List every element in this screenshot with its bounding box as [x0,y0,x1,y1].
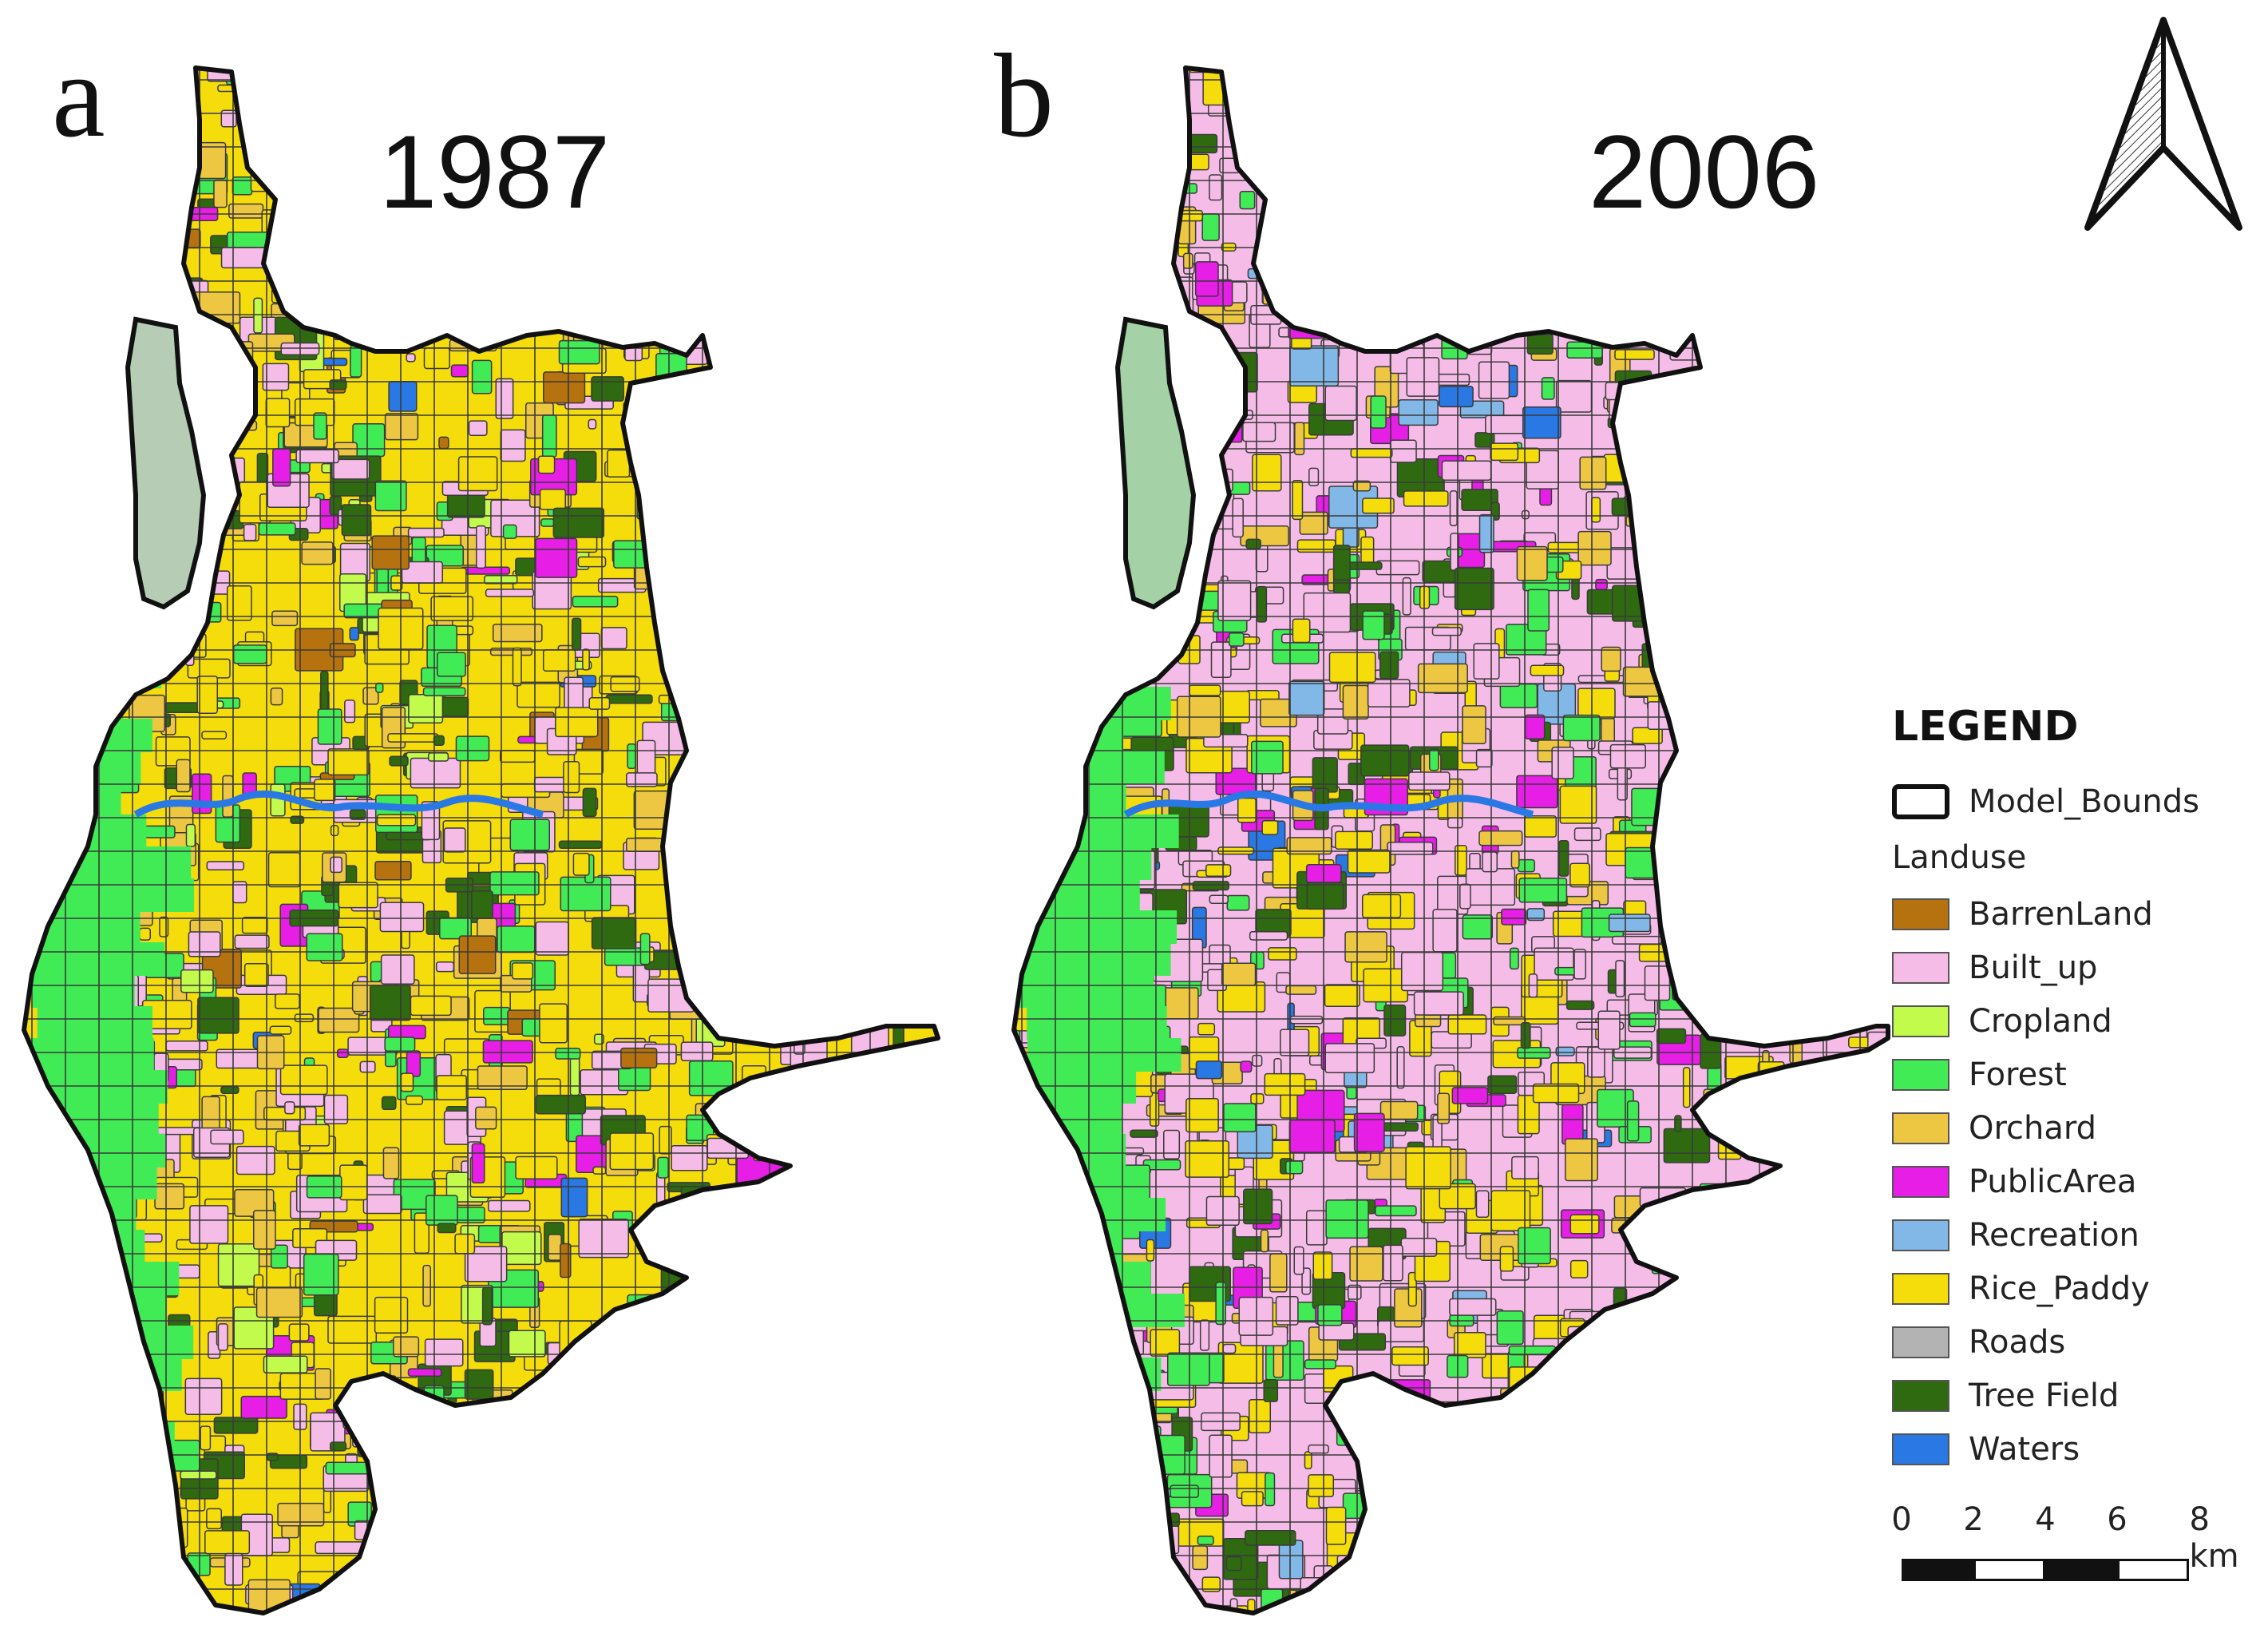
scale-seg-4 [2117,1559,2189,1581]
legend-label: PublicArea [1969,1163,2136,1200]
legend-swatch [1892,1059,1949,1091]
legend-label: Recreation [1969,1217,2139,1254]
scale-tick-2: 2 [1963,1501,1983,1538]
map-b-body [990,48,1892,1637]
legend-title: LEGEND [1892,703,2267,751]
legend-item-built-up: Built_up [1892,941,2267,994]
legend-swatch [1892,1380,1949,1412]
legend-label: Waters [1969,1431,2080,1468]
legend-swatch [1892,1219,1949,1251]
legend: LEGEND Model_Bounds Landuse BarrenLand Bu… [1892,703,2267,1476]
legend-item-rice-paddy: Rice_Paddy [1892,1262,2267,1315]
legend-swatch [1892,1433,1949,1465]
scale-bar: 0 2 4 6 8 km [1892,1501,2267,1597]
legend-label-model-bounds: Model_Bounds [1969,783,2199,820]
legend-item-orchard: Orchard [1892,1101,2267,1155]
north-arrow-icon [2080,16,2247,232]
scale-seg-1 [1902,1559,1973,1581]
legend-label: Roads [1969,1324,2065,1361]
landuse-map-2006 [990,48,1892,1637]
legend-label: Cropland [1969,1003,2112,1040]
legend-item-model-bounds: Model_Bounds [1892,775,2267,828]
scale-seg-2 [1973,1559,2045,1581]
legend-item-tree-field: Tree Field [1892,1369,2267,1422]
legend-swatch [1892,952,1949,984]
legend-label: Built_up [1969,949,2097,986]
legend-swatch [1892,1326,1949,1358]
legend-item-roads: Roads [1892,1315,2267,1369]
legend-swatch [1892,898,1949,930]
scale-tick-0: 0 [1891,1501,1911,1538]
legend-label: Tree Field [1969,1377,2119,1414]
legend-item-publicarea: PublicArea [1892,1155,2267,1208]
legend-item-forest: Forest [1892,1048,2267,1101]
legend-label: Orchard [1969,1110,2096,1147]
scale-seg-3 [2045,1559,2117,1581]
legend-label: Forest [1969,1056,2067,1093]
legend-item-recreation: Recreation [1892,1208,2267,1262]
legend-swatch [1892,1005,1949,1037]
legend-item-cropland: Cropland [1892,994,2267,1048]
model-bounds-swatch [1892,784,1949,819]
legend-subtitle: Landuse [1892,828,2267,887]
legend-label: Rice_Paddy [1969,1270,2150,1307]
legend-item-waters: Waters [1892,1422,2267,1476]
legend-swatch [1892,1166,1949,1198]
legend-item-barrenland: BarrenLand [1892,887,2267,941]
landuse-map-1987 [0,48,982,1637]
legend-label: BarrenLand [1969,896,2153,933]
scale-tick-4: 4 [2035,1501,2055,1538]
legend-swatch [1892,1112,1949,1144]
scale-tick-6: 6 [2107,1501,2127,1538]
legend-swatch [1892,1273,1949,1305]
legend-classes: BarrenLand Built_up Cropland Forest Orchard P… [1892,887,2267,1476]
scale-tick-8: 8 km [2190,1501,2242,1575]
